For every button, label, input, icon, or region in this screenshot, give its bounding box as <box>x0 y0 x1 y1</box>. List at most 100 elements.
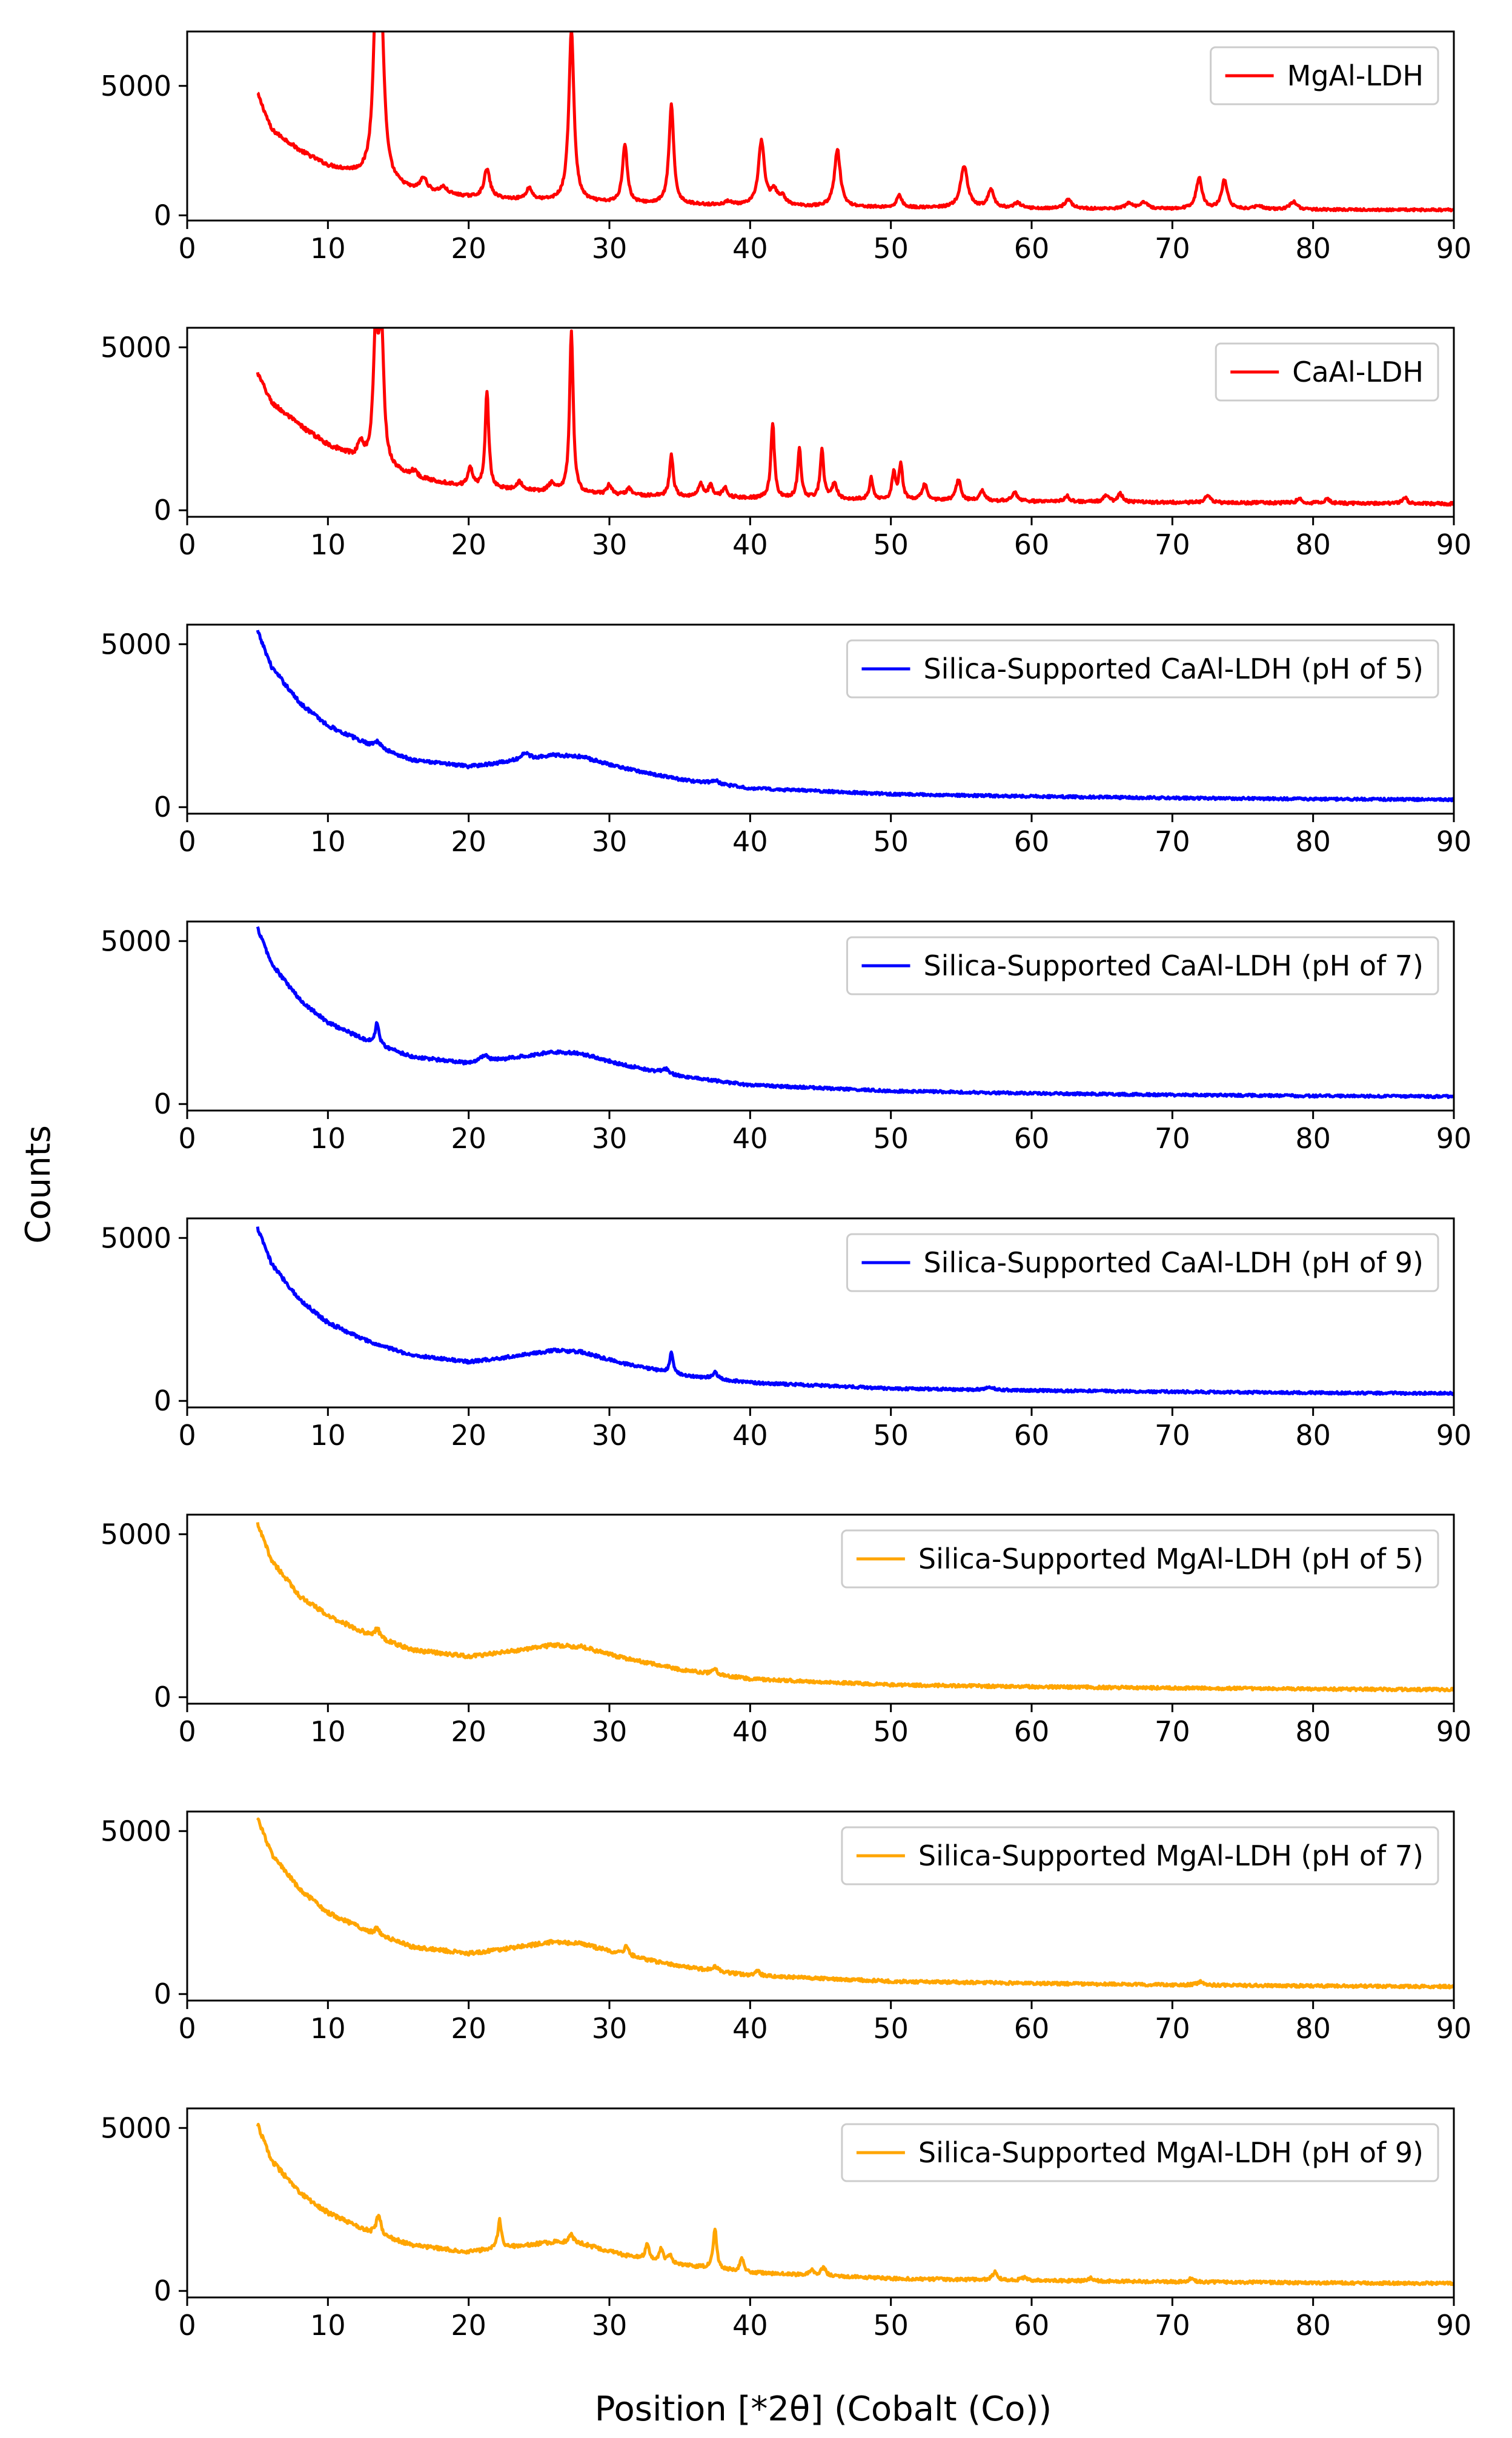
y-tick-label: 5000 <box>101 70 171 102</box>
x-tick-label: 20 <box>451 528 486 561</box>
x-tick-label: 0 <box>178 825 196 858</box>
x-tick-label: 50 <box>873 528 909 561</box>
x-tick-label: 10 <box>310 825 346 858</box>
legend-box <box>846 639 1439 699</box>
x-tick-label: 40 <box>732 825 768 858</box>
panel-caal-ldh: 0 10 20 30 40 50 60 70 80 90 0 5000 CaAl-LDH <box>101 327 1472 561</box>
x-tick-label: 40 <box>732 1715 768 1748</box>
x-tick-label: 10 <box>310 2309 346 2342</box>
axes-frame <box>186 327 1455 518</box>
x-tick-label: 60 <box>1014 2012 1050 2045</box>
legend-label: Silica-Supported CaAl-LDH (pH of 7) <box>923 949 1424 982</box>
x-tick-label: 10 <box>310 1419 346 1452</box>
x-tick-label: 20 <box>451 1715 486 1748</box>
x-tick-label: 0 <box>178 528 196 561</box>
y-tick-label: 0 <box>154 1681 171 1713</box>
x-tick-label: 50 <box>873 2012 909 2045</box>
x-tick-label: 70 <box>1155 1122 1190 1155</box>
x-tick-label: 50 <box>873 1122 909 1155</box>
axes-frame <box>186 920 1455 1112</box>
panel-silica-supported-mgal-ldh-ph-of-9: 0 10 20 30 40 50 60 70 80 90 0 5000 Silica-Supported… <box>101 2107 1471 2342</box>
x-tick-label: 80 <box>1295 2309 1331 2342</box>
legend: Silica-Supported MgAl-LDH (pH of 9) <box>841 2123 1439 2182</box>
x-tick-label: 70 <box>1155 1715 1190 1748</box>
legend: Silica-Supported CaAl-LDH (pH of 7) <box>846 936 1439 995</box>
axes-frame <box>186 1810 1455 2002</box>
x-tick-label: 50 <box>873 1419 909 1452</box>
series-line-caal-ldh <box>256 328 1454 507</box>
legend-box <box>841 1529 1439 1589</box>
x-tick-label: 10 <box>310 528 346 561</box>
series-line-silica-supported-mgal-ldh-ph-of-5 <box>256 1522 1454 1693</box>
x-tick-label: 70 <box>1155 528 1190 561</box>
legend-box <box>841 1826 1439 1885</box>
legend-box <box>1210 46 1439 105</box>
y-tick-label: 0 <box>154 494 171 526</box>
x-tick-label: 40 <box>732 2309 768 2342</box>
panel-silica-supported-caal-ldh-ph-of-9: 0 10 20 30 40 50 60 70 80 90 0 5000 Silica-Supported… <box>101 1217 1472 1452</box>
x-tick-label: 20 <box>451 2309 486 2342</box>
legend-label: Silica-Supported CaAl-LDH (pH of 5) <box>923 653 1424 685</box>
x-tick-label: 40 <box>732 1419 768 1452</box>
x-tick-label: 90 <box>1436 1419 1472 1452</box>
x-tick-label: 30 <box>592 528 628 561</box>
x-tick-label: 80 <box>1295 2012 1331 2045</box>
y-tick-label: 5000 <box>101 925 171 957</box>
y-tick-label: 5000 <box>101 2111 171 2144</box>
x-tick-label: 0 <box>178 232 196 265</box>
x-tick-label: 80 <box>1295 1122 1331 1155</box>
x-tick-label: 60 <box>1014 2309 1050 2342</box>
panel-silica-supported-caal-ldh-ph-of-5: 0 10 20 30 40 50 60 70 80 90 0 5000 Silica-Supported… <box>101 623 1472 858</box>
y-tick-label: 5000 <box>101 1221 171 1254</box>
x-tick-label: 0 <box>178 1715 196 1748</box>
legend: CaAl-LDH <box>1215 342 1439 402</box>
x-tick-label: 30 <box>592 825 628 858</box>
series-line-silica-supported-caal-ldh-ph-of-7 <box>256 926 1454 1100</box>
legend-box <box>846 936 1439 995</box>
y-tick-label: 5000 <box>101 1518 171 1550</box>
x-tick-label: 50 <box>873 2309 909 2342</box>
y-tick-label: 0 <box>154 1978 171 2010</box>
x-tick-label: 70 <box>1155 232 1190 265</box>
axes-frame <box>186 30 1455 222</box>
series-line-silica-supported-mgal-ldh-ph-of-7 <box>256 1817 1454 1990</box>
series-line-silica-supported-mgal-ldh-ph-of-9 <box>256 2122 1454 2287</box>
legend-box <box>841 2123 1439 2182</box>
legend: Silica-Supported CaAl-LDH (pH of 5) <box>846 639 1439 699</box>
legend: MgAl-LDH <box>1210 46 1439 105</box>
x-tick-label: 70 <box>1155 1419 1190 1452</box>
y-tick-label: 0 <box>154 1384 171 1417</box>
y-tick-label: 0 <box>154 2274 171 2307</box>
x-tick-label: 0 <box>178 1419 196 1452</box>
x-tick-label: 30 <box>592 2012 628 2045</box>
axes-frame <box>186 1217 1455 1409</box>
x-tick-label: 40 <box>732 232 768 265</box>
x-tick-label: 90 <box>1436 825 1472 858</box>
x-tick-label: 30 <box>592 232 628 265</box>
legend-label: Silica-Supported MgAl-LDH (pH of 5) <box>918 1543 1424 1575</box>
x-tick-label: 90 <box>1436 1715 1472 1748</box>
x-tick-label: 60 <box>1014 1419 1050 1452</box>
x-tick-label: 80 <box>1295 528 1331 561</box>
x-tick-label: 50 <box>873 1715 909 1748</box>
series-line-mgal-ldh <box>256 32 1454 213</box>
legend-label: Silica-Supported MgAl-LDH (pH of 9) <box>918 2136 1424 2169</box>
y-axis-title: Counts <box>19 1125 58 1243</box>
x-tick-label: 60 <box>1014 1715 1050 1748</box>
x-tick-label: 80 <box>1295 232 1331 265</box>
x-tick-label: 0 <box>178 2012 196 2045</box>
x-tick-label: 60 <box>1014 825 1050 858</box>
x-tick-label: 30 <box>592 1419 628 1452</box>
x-tick-label: 0 <box>178 2309 196 2342</box>
x-tick-label: 80 <box>1295 1419 1331 1452</box>
x-tick-label: 0 <box>178 1122 196 1155</box>
y-tick-label: 0 <box>154 199 171 231</box>
x-tick-label: 90 <box>1436 528 1472 561</box>
panel-silica-supported-mgal-ldh-ph-of-7: 0 10 20 30 40 50 60 70 80 90 0 5000 Silica-Supported… <box>101 1810 1472 2045</box>
x-tick-label: 70 <box>1155 825 1190 858</box>
x-tick-label: 90 <box>1436 2012 1472 2045</box>
x-tick-label: 70 <box>1155 2012 1190 2045</box>
legend: Silica-Supported MgAl-LDH (pH of 7) <box>841 1826 1439 1885</box>
axes-frame <box>186 2107 1455 2299</box>
